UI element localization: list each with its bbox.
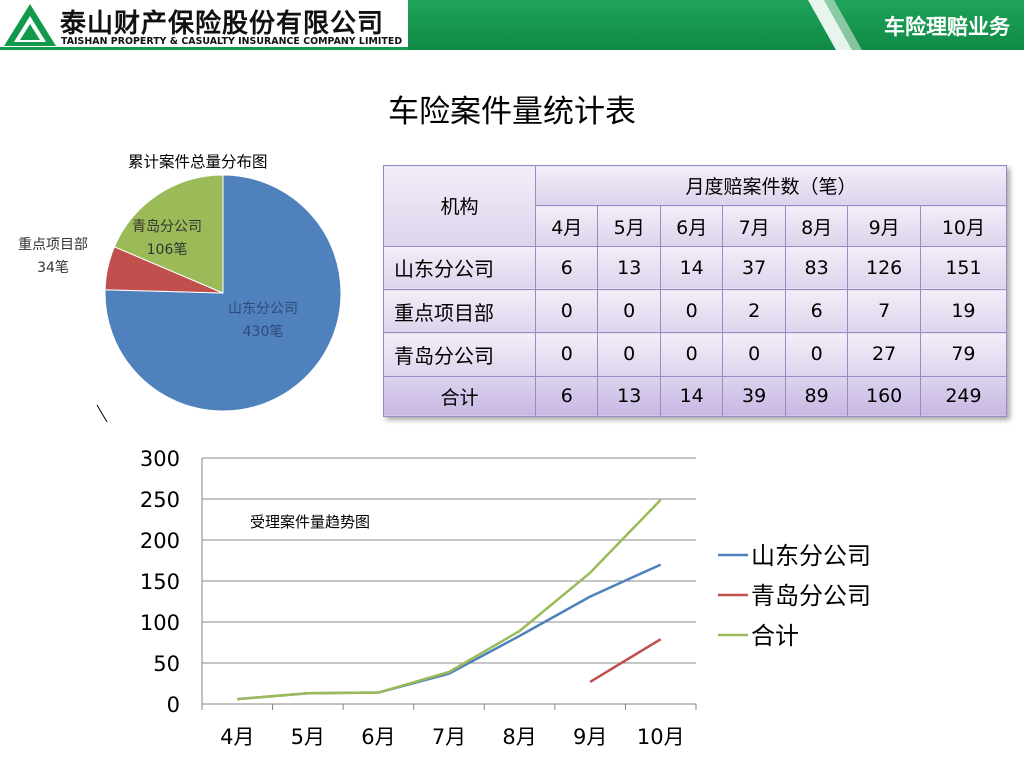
table-row: 重点项目部 0 0 0 2 6 7 19 bbox=[383, 289, 1008, 334]
header-group: 月度赔案件数（笔） bbox=[535, 164, 1007, 207]
header-white-band bbox=[0, 0, 408, 50]
table-cell: 0 bbox=[659, 332, 724, 377]
header-bar: 泰山财产保险股份有限公司 TAISHAN PROPERTY & CASUALTY… bbox=[0, 0, 1024, 50]
y-tick-label: 300 bbox=[140, 447, 180, 471]
header-month: 6月 bbox=[659, 205, 724, 247]
row-org: 山东分公司 bbox=[383, 245, 536, 291]
header-chevron bbox=[808, 0, 862, 50]
y-tick-label: 0 bbox=[167, 693, 180, 717]
pie-slice-qingdao bbox=[113, 174, 224, 294]
series-line-2 bbox=[237, 498, 662, 701]
case-volume-table: 机构 月度赔案件数（笔） 4月 5月 6月 7月 8月 9月 10月 山东分公司… bbox=[383, 164, 1008, 418]
table-cell: 89 bbox=[784, 375, 849, 418]
x-tick-label: 7月 bbox=[432, 725, 466, 749]
table-total-row: 合计 6 13 14 39 89 160 249 bbox=[383, 375, 1008, 418]
table-cell: 0 bbox=[534, 332, 599, 377]
x-tick-label: 8月 bbox=[502, 725, 536, 749]
table-cell: 27 bbox=[847, 332, 921, 377]
table-row: 山东分公司 6 13 14 37 83 126 151 bbox=[383, 245, 1008, 291]
company-name-cn: 泰山财产保险股份有限公司 bbox=[60, 9, 385, 39]
table-cell: 83 bbox=[784, 245, 849, 291]
header-month: 4月 bbox=[534, 205, 599, 247]
table-cell: 13 bbox=[597, 375, 661, 418]
table-month-row: 4月 5月 6月 7月 8月 9月 10月 bbox=[384, 205, 1008, 247]
header-month: 10月 bbox=[919, 205, 1008, 247]
table-cell: 7 bbox=[847, 289, 921, 334]
line-chart: 0 50 100 150 200 250 300 4月 5月 6月 7月 8月 9月 10月 受理案件量… bbox=[140, 447, 871, 749]
table-cell: 6 bbox=[784, 289, 849, 334]
table-cell: 126 bbox=[847, 245, 921, 291]
table-cell: 39 bbox=[722, 375, 786, 418]
x-tick-label: 6月 bbox=[361, 725, 395, 749]
table-header-row: 机构 月度赔案件数（笔） bbox=[383, 164, 1007, 247]
pie-slice-shandong bbox=[104, 174, 342, 412]
series-line-1 bbox=[589, 638, 662, 683]
pie-label-shandong: 山东分公司 bbox=[228, 301, 298, 317]
row-org: 青岛分公司 bbox=[383, 332, 536, 377]
table-cell: 249 bbox=[919, 375, 1008, 418]
table-cell: 160 bbox=[847, 375, 921, 418]
table-cell: 2 bbox=[722, 289, 786, 334]
table-cell: 151 bbox=[919, 245, 1008, 291]
table-cell: 13 bbox=[597, 245, 661, 291]
company-logo bbox=[4, 4, 56, 46]
pie-value-zhongdian: 34笔 bbox=[37, 260, 69, 276]
table-cell: 0 bbox=[597, 332, 661, 377]
x-tick-label: 10月 bbox=[637, 725, 685, 749]
y-tick-label: 200 bbox=[140, 529, 180, 553]
table-cell: 37 bbox=[722, 245, 786, 291]
y-tick-label: 50 bbox=[153, 652, 180, 676]
table-cell: 0 bbox=[597, 289, 661, 334]
table-cell: 0 bbox=[784, 332, 849, 377]
company-name-en: TAISHAN PROPERTY & CASUALTY INSURANCE CO… bbox=[61, 36, 403, 47]
legend-label: 青岛分公司 bbox=[751, 582, 871, 610]
pie-leader-line bbox=[96, 404, 108, 423]
y-tick-label: 150 bbox=[140, 570, 180, 594]
table-cell: 6 bbox=[534, 245, 599, 291]
row-org: 合计 bbox=[383, 375, 536, 418]
header-month: 5月 bbox=[597, 205, 661, 247]
page-title: 车险案件量统计表 bbox=[388, 94, 636, 130]
header-green-band bbox=[408, 0, 1024, 50]
header-month: 7月 bbox=[722, 205, 786, 247]
x-tick-label: 9月 bbox=[573, 725, 607, 749]
y-tick-label: 250 bbox=[140, 488, 180, 512]
table-cell: 0 bbox=[534, 289, 599, 334]
header-month: 9月 bbox=[847, 205, 921, 247]
pie-chart: 山东分公司 430笔 重点项目部 34笔 青岛分公司 106笔 bbox=[18, 174, 342, 423]
header-month: 8月 bbox=[784, 205, 849, 247]
legend-label: 合计 bbox=[751, 622, 799, 650]
header-rule bbox=[0, 47, 408, 50]
table-cell: 0 bbox=[659, 289, 724, 334]
row-org: 重点项目部 bbox=[383, 289, 536, 334]
table-cell: 0 bbox=[722, 332, 786, 377]
pie-value-qingdao: 106笔 bbox=[147, 242, 188, 258]
y-tick-label: 100 bbox=[140, 611, 180, 635]
x-tick-label: 4月 bbox=[220, 725, 254, 749]
table-cell: 19 bbox=[919, 289, 1008, 334]
table-cell: 14 bbox=[659, 375, 724, 418]
line-chart-title: 受理案件量趋势图 bbox=[250, 513, 370, 531]
x-tick-label: 5月 bbox=[291, 725, 325, 749]
section-title: 车险理赔业务 bbox=[884, 15, 1010, 39]
table-row: 青岛分公司 0 0 0 0 0 27 79 bbox=[383, 332, 1008, 377]
header-org: 机构 bbox=[383, 165, 536, 247]
table-cell: 14 bbox=[659, 245, 724, 291]
pie-value-shandong: 430笔 bbox=[243, 324, 284, 340]
table-cell: 79 bbox=[919, 332, 1008, 377]
legend-label: 山东分公司 bbox=[751, 542, 871, 570]
pie-label-qingdao: 青岛分公司 bbox=[132, 219, 202, 235]
table-cell: 6 bbox=[534, 375, 599, 418]
pie-chart-title: 累计案件总量分布图 bbox=[128, 153, 268, 171]
pie-label-zhongdian: 重点项目部 bbox=[18, 237, 88, 253]
